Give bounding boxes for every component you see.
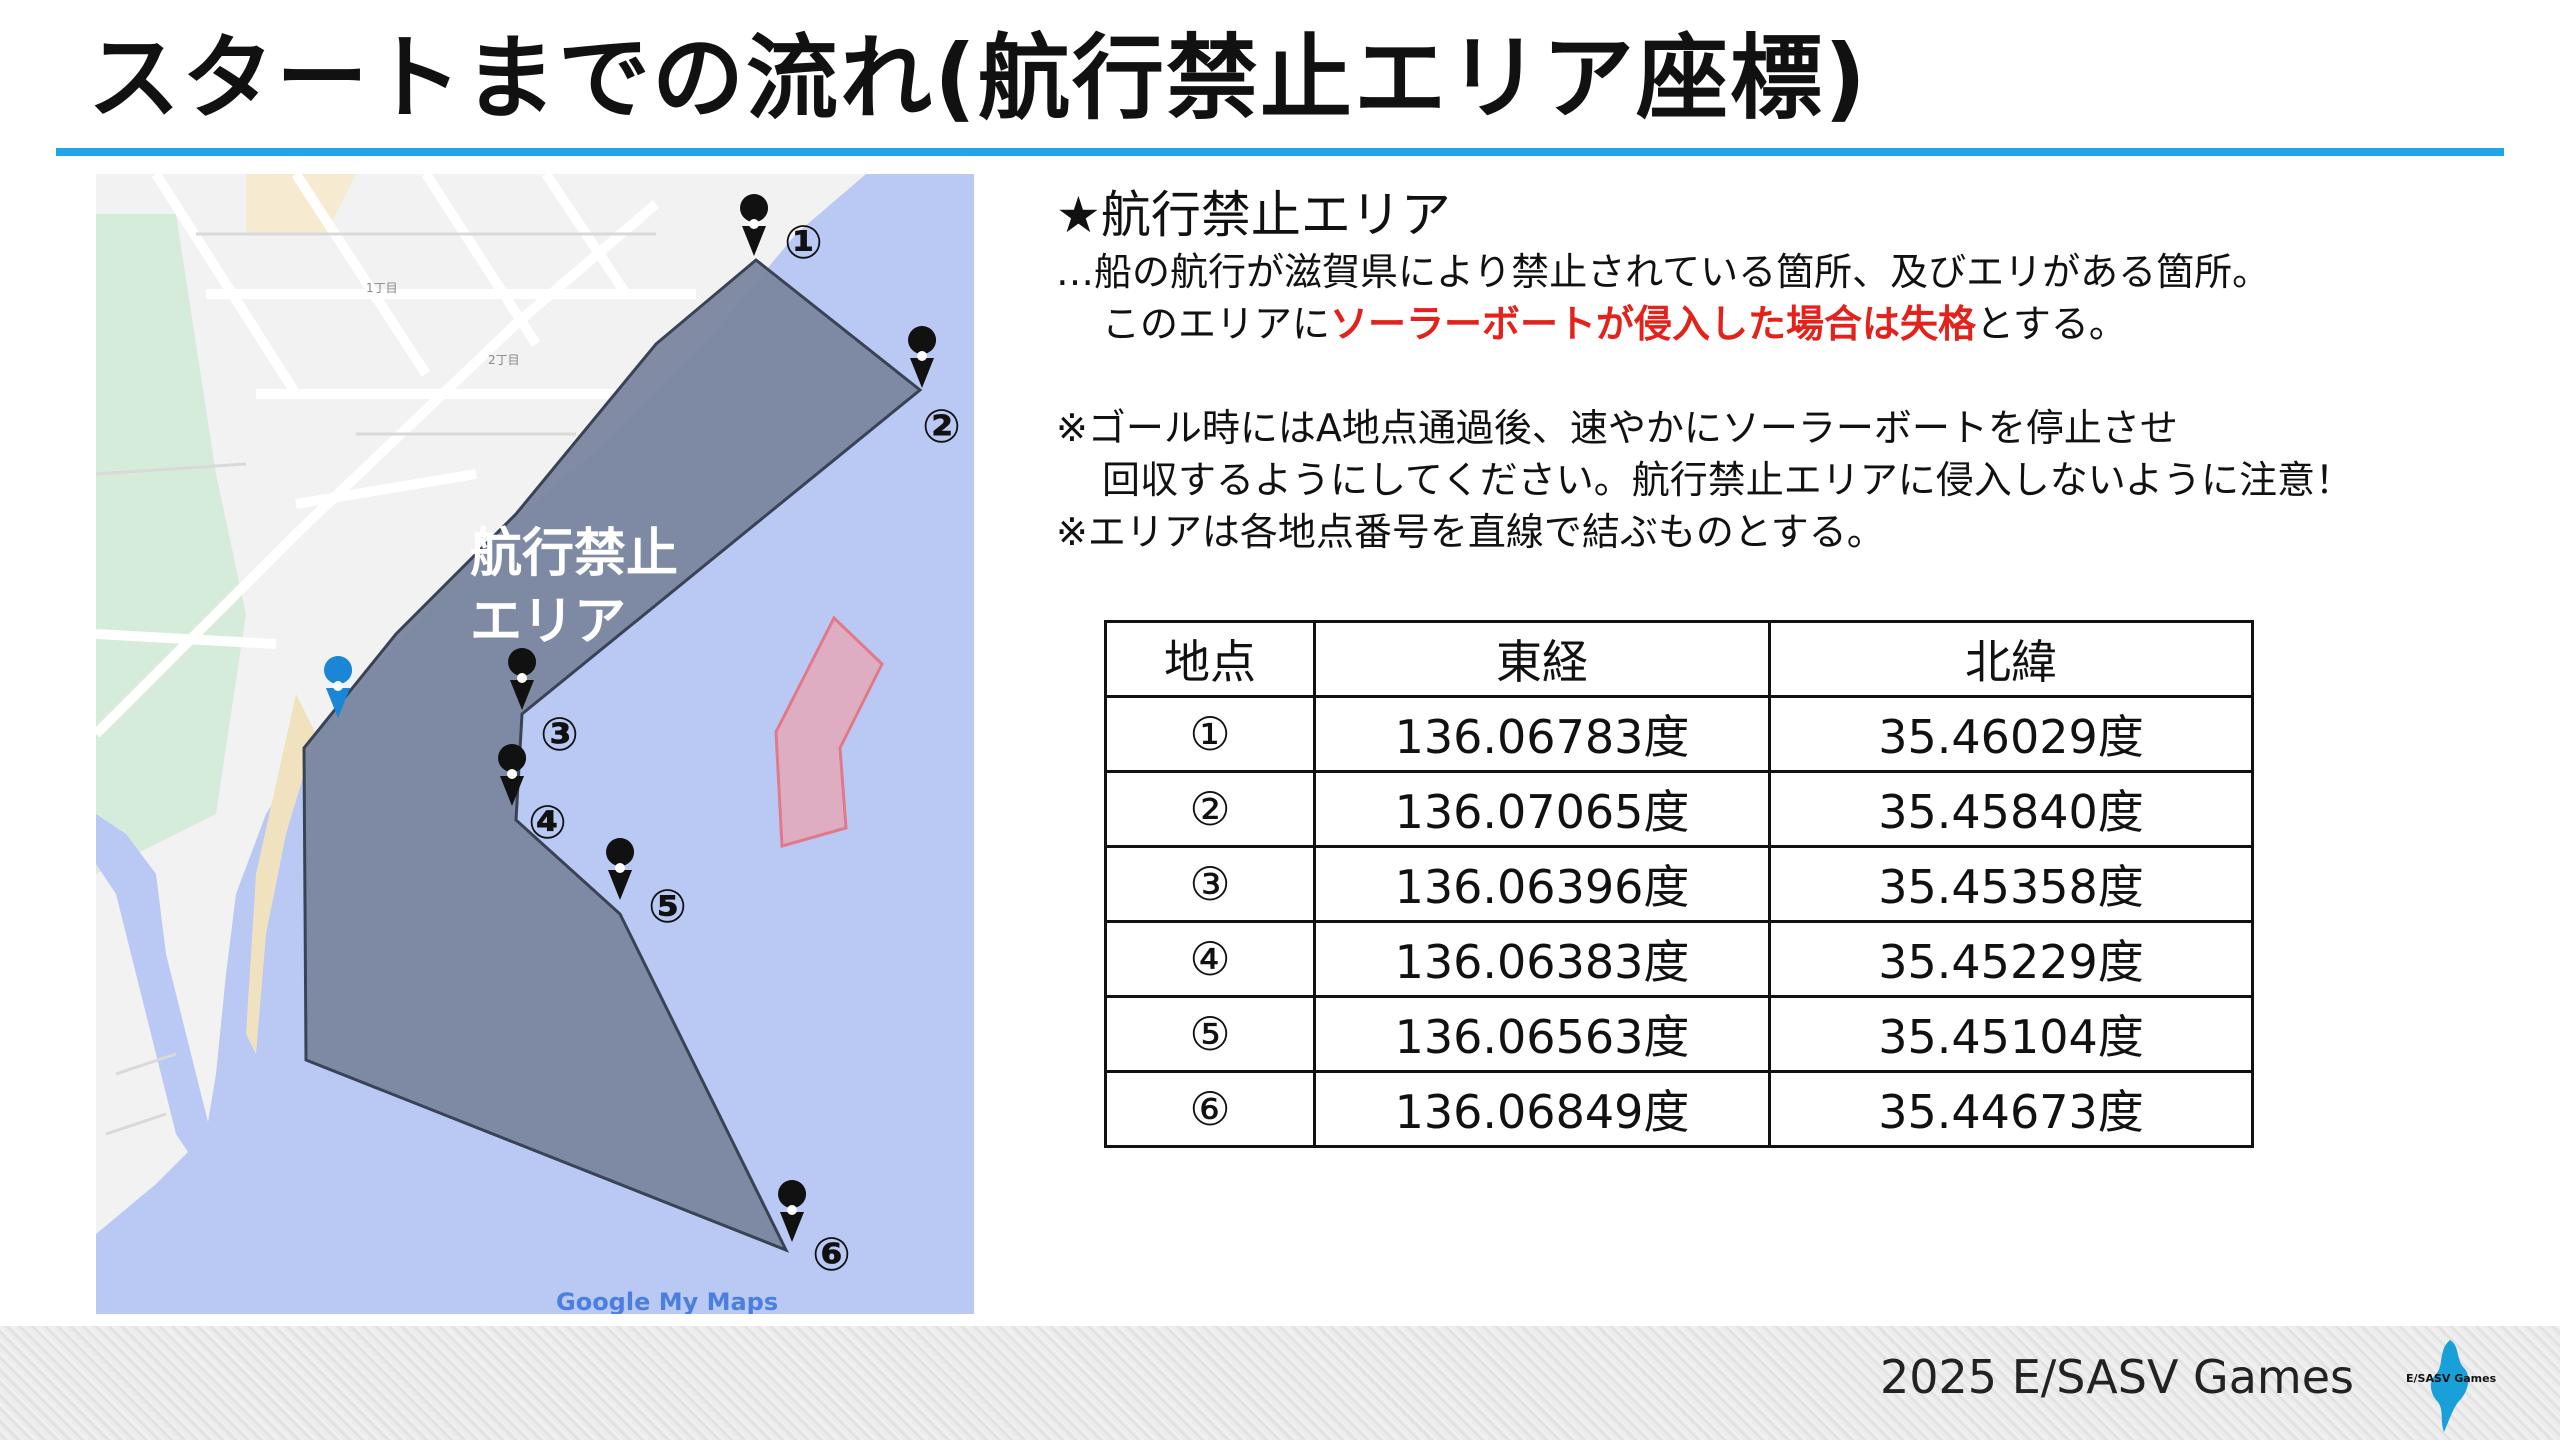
footer-text: 2025 E/SASV Games <box>1880 1350 2354 1404</box>
header-latitude: 北緯 <box>1768 620 2254 698</box>
page-title: スタートまでの流れ(航行禁止エリア座標) <box>88 25 1869 132</box>
table-row: ① 136.06783度 35.46029度 <box>1104 695 2254 773</box>
line2-suffix: とする。 <box>1976 302 2127 346</box>
table-row: ⑤ 136.06563度 35.45104度 <box>1104 995 2254 1073</box>
river <box>96 814 216 1164</box>
cell-point: ③ <box>1104 845 1316 923</box>
table-row: ② 136.07065度 35.45840度 <box>1104 770 2254 848</box>
svg-text:②: ② <box>922 399 961 453</box>
shore-sand <box>246 694 316 1054</box>
street-label-2: 2丁目 <box>488 353 520 367</box>
note1: ※ゴール時にはA地点通過後、速やかにソーラーボートを停止させ <box>1056 406 2178 450</box>
street-label-1: 1丁目 <box>366 281 398 295</box>
cell-point: ⑤ <box>1104 995 1316 1073</box>
land-area <box>96 174 866 1234</box>
cell-point: ② <box>1104 770 1316 848</box>
marker-5: ⑤ <box>606 838 687 933</box>
cell-longitude: 136.06849度 <box>1313 1070 1771 1148</box>
marker-1: ① <box>740 194 823 269</box>
minor-roads <box>96 232 656 1136</box>
logo-text: E/SASV Games <box>2406 1372 2497 1385</box>
attribution-text: Google My Maps <box>556 1288 779 1314</box>
footer-band <box>0 1326 2560 1440</box>
map-panel[interactable]: 1丁目 2丁目 ① ② ③ ④ ⑤ <box>96 174 974 1314</box>
svg-text:①: ① <box>784 215 823 269</box>
google-my-maps-logo[interactable]: Google My Maps <box>556 1288 778 1314</box>
zone-label-line2: エリア <box>470 592 627 652</box>
table-header-row: 地点 東経 北緯 <box>1104 620 2254 698</box>
cell-latitude: 35.45358度 <box>1768 845 2254 923</box>
cell-point: ⑥ <box>1104 1070 1316 1148</box>
cell-latitude: 35.45104度 <box>1768 995 2254 1073</box>
cell-latitude: 35.46029度 <box>1768 695 2254 773</box>
cell-longitude: 136.06563度 <box>1313 995 1771 1073</box>
coordinate-table: 地点 東経 北緯 ① 136.06783度 35.46029度 ② 136.07… <box>1104 620 2254 1148</box>
marker-2: ② <box>908 326 961 453</box>
header-longitude: 東経 <box>1313 620 1771 698</box>
cell-latitude: 35.45229度 <box>1768 920 2254 998</box>
svg-text:⑤: ⑤ <box>648 879 687 933</box>
zone-label: 航行禁止 エリア <box>470 520 678 656</box>
map-canvas: 1丁目 2丁目 ① ② ③ ④ ⑤ <box>96 174 961 1281</box>
table-row: ④ 136.06383度 35.45229度 <box>1104 920 2254 998</box>
note1-cont: 回収するようにしてください。航行禁止エリアに侵入しないように注意！ <box>1102 458 2353 502</box>
cell-longitude: 136.06383度 <box>1313 920 1771 998</box>
svg-text:④: ④ <box>528 795 567 849</box>
info-section: ★航行禁止エリア …船の航行が滋賀県により禁止されている箇所、及びエリがある箇所… <box>1056 184 2506 558</box>
disqualification-warning: ソーラーボートが侵入した場合は失格 <box>1330 302 1977 346</box>
cell-longitude: 136.07065度 <box>1313 770 1771 848</box>
marker-3: ③ <box>508 648 579 761</box>
cell-longitude: 136.06396度 <box>1313 845 1771 923</box>
header-point: 地点 <box>1104 620 1316 698</box>
no-navigation-zone <box>302 258 923 1253</box>
cell-latitude: 35.44673度 <box>1768 1070 2254 1148</box>
marker-4: ④ <box>498 744 567 849</box>
info-line2: このエリアにソーラーボートが侵入した場合は失格とする。 <box>1056 298 2506 350</box>
fishery-zone <box>774 615 884 848</box>
svg-text:⑥: ⑥ <box>812 1227 851 1281</box>
cell-longitude: 136.06783度 <box>1313 695 1771 773</box>
svg-text:③: ③ <box>540 707 579 761</box>
note2: ※エリアは各地点番号を直線で結ぶものとする。 <box>1056 510 1885 554</box>
line2-prefix: このエリアに <box>1102 302 1331 346</box>
info-line1: …船の航行が滋賀県により禁止されている箇所、及びエリがある箇所。 <box>1056 250 2271 294</box>
marker-6: ⑥ <box>778 1180 851 1281</box>
cell-point: ④ <box>1104 920 1316 998</box>
goal-point-marker <box>324 656 353 718</box>
info-heading: ★航行禁止エリア <box>1056 186 1451 244</box>
park-area <box>96 214 246 874</box>
table-row: ⑥ 136.06849度 35.44673度 <box>1104 1070 2254 1148</box>
cell-point: ① <box>1104 695 1316 773</box>
lake-logo-icon <box>2430 1340 2469 1432</box>
zone-label-line1: 航行禁止 <box>470 524 679 584</box>
cell-latitude: 35.45840度 <box>1768 770 2254 848</box>
title-underline <box>56 148 2504 156</box>
roads <box>96 174 696 738</box>
table-row: ③ 136.06396度 35.45358度 <box>1104 845 2254 923</box>
